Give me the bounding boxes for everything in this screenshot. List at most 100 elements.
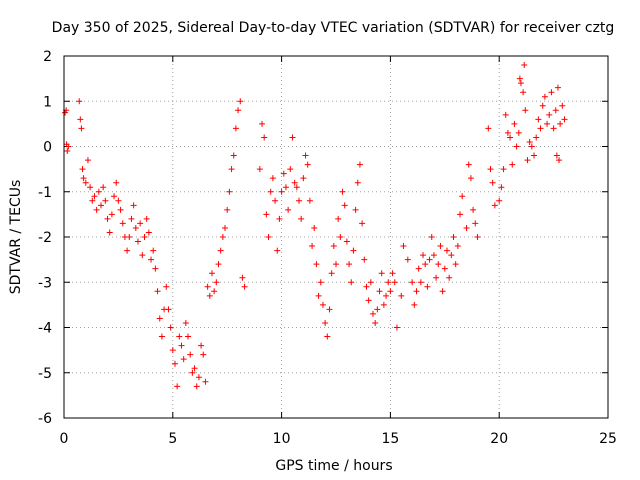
data-point bbox=[450, 234, 457, 240]
data-point bbox=[174, 383, 181, 390]
data-point bbox=[163, 283, 170, 290]
data-point bbox=[443, 247, 450, 254]
data-point bbox=[409, 279, 416, 286]
data-point bbox=[80, 175, 87, 182]
data-point bbox=[337, 234, 344, 240]
data-point bbox=[430, 252, 437, 259]
data-point bbox=[522, 107, 529, 114]
data-point bbox=[537, 125, 544, 132]
data-point bbox=[513, 143, 520, 150]
data-point bbox=[97, 202, 104, 209]
data-point bbox=[139, 252, 146, 259]
data-point bbox=[426, 256, 433, 263]
x-axis-label: GPS time / hours bbox=[275, 458, 392, 474]
data-point bbox=[224, 206, 231, 213]
data-point bbox=[282, 184, 289, 191]
data-point bbox=[517, 80, 524, 87]
data-point bbox=[106, 229, 113, 236]
x-tick-label: 25 bbox=[599, 431, 617, 447]
data-point bbox=[380, 301, 387, 308]
data-point bbox=[389, 270, 396, 277]
plot-frame bbox=[63, 55, 609, 419]
data-point bbox=[498, 184, 505, 191]
chart-title: Day 350 of 2025, Sidereal Day-to-day VTE… bbox=[52, 20, 615, 36]
data-point bbox=[504, 129, 511, 136]
data-point bbox=[441, 265, 448, 272]
data-point bbox=[148, 256, 155, 263]
data-point bbox=[472, 220, 479, 227]
data-point bbox=[269, 175, 276, 182]
data-point bbox=[91, 193, 98, 200]
y-tick-label: 0 bbox=[43, 140, 52, 156]
data-point bbox=[400, 243, 407, 250]
data-point bbox=[346, 261, 353, 268]
data-point bbox=[65, 143, 72, 150]
data-point bbox=[78, 125, 85, 132]
data-point bbox=[374, 306, 381, 313]
data-point bbox=[398, 292, 405, 299]
data-point bbox=[287, 166, 294, 173]
data-point bbox=[195, 374, 202, 381]
y-tick-label: 2 bbox=[43, 49, 52, 65]
data-point bbox=[552, 107, 559, 114]
grid-lines bbox=[64, 56, 608, 418]
data-point bbox=[435, 261, 442, 268]
data-point bbox=[324, 333, 331, 340]
data-point bbox=[84, 157, 91, 164]
data-point bbox=[187, 351, 194, 358]
data-point bbox=[339, 188, 346, 195]
data-point bbox=[361, 256, 368, 263]
data-point bbox=[548, 89, 555, 96]
data-point bbox=[550, 125, 557, 132]
data-point bbox=[524, 157, 531, 164]
data-point bbox=[169, 347, 176, 354]
data-point bbox=[117, 206, 124, 213]
data-point bbox=[104, 215, 111, 222]
data-point bbox=[111, 193, 118, 200]
data-point bbox=[507, 134, 514, 141]
data-point bbox=[333, 261, 339, 268]
data-point bbox=[369, 310, 376, 317]
data-point bbox=[411, 301, 418, 308]
data-point bbox=[309, 243, 316, 250]
data-point bbox=[198, 342, 205, 349]
data-point bbox=[289, 134, 296, 141]
data-point bbox=[189, 369, 196, 376]
data-point bbox=[553, 152, 560, 159]
data-point bbox=[293, 184, 300, 191]
data-point bbox=[87, 184, 94, 191]
y-tick-label: -5 bbox=[38, 366, 52, 382]
data-point bbox=[77, 116, 84, 123]
data-point bbox=[372, 319, 379, 326]
data-point bbox=[391, 279, 398, 286]
data-point bbox=[302, 152, 309, 159]
data-point bbox=[206, 292, 213, 299]
data-point bbox=[276, 215, 283, 222]
data-point bbox=[191, 365, 198, 372]
data-point bbox=[367, 279, 374, 286]
data-point bbox=[219, 234, 226, 240]
data-point bbox=[363, 283, 370, 290]
y-tick-label: -3 bbox=[38, 275, 52, 291]
data-point bbox=[415, 265, 422, 272]
data-point bbox=[304, 161, 311, 168]
data-point bbox=[502, 111, 509, 118]
data-point bbox=[211, 288, 218, 295]
y-axis-label: SDTVAR / TECUs bbox=[8, 180, 24, 295]
data-point bbox=[156, 315, 163, 322]
data-point bbox=[76, 98, 83, 105]
data-point bbox=[420, 252, 427, 259]
data-point bbox=[417, 279, 424, 286]
data-point bbox=[79, 166, 86, 173]
data-point bbox=[393, 324, 400, 331]
data-point bbox=[541, 93, 548, 100]
data-point bbox=[428, 234, 435, 240]
data-point bbox=[404, 256, 411, 263]
data-point bbox=[520, 89, 527, 96]
data-point bbox=[350, 247, 357, 254]
data-point bbox=[528, 143, 535, 150]
data-point bbox=[511, 120, 518, 127]
data-point bbox=[328, 270, 335, 277]
data-point bbox=[176, 333, 183, 340]
